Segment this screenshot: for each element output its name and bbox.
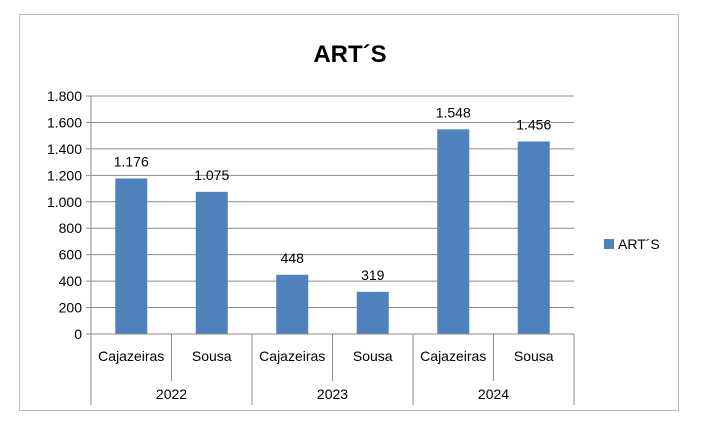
x-category-label: Sousa	[514, 348, 554, 364]
y-tick-label: 0	[74, 326, 82, 342]
x-group-label: 2022	[156, 386, 187, 402]
bar	[276, 274, 309, 334]
x-category-label: Cajazeiras	[259, 348, 325, 364]
y-tick-label: 1.000	[47, 194, 82, 210]
bar	[356, 291, 389, 334]
y-axis-ticks: 0 200 400 600 800 1.000 1.200 1.400 1.600 1.800	[47, 88, 91, 342]
y-tick-label: 1.600	[47, 114, 82, 130]
legend: ART´S	[604, 236, 660, 252]
data-label: 448	[281, 250, 305, 266]
data-label: 1.456	[516, 116, 551, 132]
bar	[115, 178, 148, 334]
data-label: 1.075	[194, 167, 229, 183]
y-tick-label: 1.400	[47, 141, 82, 157]
bar	[437, 129, 470, 334]
legend-swatch	[604, 239, 614, 249]
x-group-label: 2023	[317, 386, 348, 402]
gridlines	[91, 95, 574, 335]
y-tick-label: 800	[59, 220, 83, 236]
y-tick-label: 400	[59, 273, 83, 289]
x-category-label: Cajazeiras	[420, 348, 486, 364]
x-category-label: Cajazeiras	[98, 348, 164, 364]
bar	[195, 191, 228, 334]
chart-title: ART´S	[313, 41, 386, 68]
data-label: 319	[361, 267, 385, 283]
y-tick-label: 1.200	[47, 167, 82, 183]
legend-label: ART´S	[618, 236, 660, 252]
x-axis: Cajazeiras Sousa Cajazeiras Sousa Cajazeiras…	[90, 96, 575, 405]
x-group-label: 2024	[478, 386, 509, 402]
data-labels: 1.176 1.075 448 319 1.548 1.456	[114, 104, 552, 283]
x-category-label: Sousa	[192, 348, 232, 364]
y-tick-label: 600	[59, 247, 83, 263]
data-label: 1.176	[114, 154, 149, 170]
data-label: 1.548	[436, 104, 471, 120]
bar	[517, 141, 550, 334]
bars	[115, 129, 550, 334]
x-category-label: Sousa	[353, 348, 393, 364]
y-tick-label: 200	[59, 300, 83, 316]
y-tick-label: 1.800	[47, 88, 82, 104]
